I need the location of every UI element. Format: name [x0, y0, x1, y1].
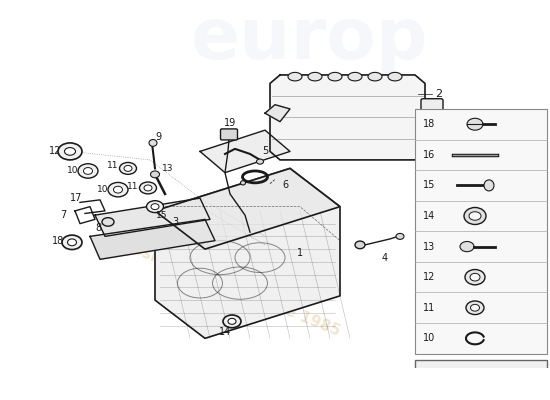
Text: 13: 13: [423, 242, 435, 252]
Text: 8: 8: [95, 223, 101, 233]
Ellipse shape: [84, 168, 92, 174]
Ellipse shape: [108, 182, 128, 197]
Ellipse shape: [119, 162, 136, 174]
Text: 10: 10: [423, 333, 435, 343]
Ellipse shape: [328, 72, 342, 81]
Text: 18: 18: [423, 119, 435, 129]
Text: 15: 15: [423, 180, 435, 190]
Text: 1: 1: [297, 248, 303, 258]
FancyBboxPatch shape: [421, 99, 443, 136]
Bar: [415, 109, 547, 354]
Text: 11: 11: [423, 303, 435, 313]
Ellipse shape: [355, 241, 365, 249]
Text: 19: 19: [224, 118, 236, 128]
Polygon shape: [155, 168, 340, 249]
Text: 14: 14: [219, 328, 231, 338]
Ellipse shape: [149, 140, 157, 146]
Ellipse shape: [464, 208, 486, 224]
Polygon shape: [155, 168, 340, 338]
Ellipse shape: [348, 72, 362, 81]
Text: 1985: 1985: [313, 108, 367, 127]
Ellipse shape: [64, 148, 75, 155]
Ellipse shape: [467, 118, 483, 130]
Text: 18: 18: [52, 236, 64, 246]
Text: 17: 17: [70, 193, 82, 203]
Ellipse shape: [466, 301, 484, 314]
Text: 4: 4: [382, 253, 388, 263]
Text: europ
es: europ es: [191, 5, 429, 154]
Ellipse shape: [68, 239, 76, 246]
Ellipse shape: [469, 212, 481, 220]
Ellipse shape: [240, 181, 245, 185]
Ellipse shape: [396, 234, 404, 239]
Bar: [435, 379, 461, 386]
Ellipse shape: [470, 273, 480, 281]
Ellipse shape: [460, 242, 474, 252]
Text: 9: 9: [155, 132, 161, 142]
Ellipse shape: [151, 171, 160, 178]
Polygon shape: [433, 371, 463, 384]
Polygon shape: [270, 75, 425, 160]
Bar: [415, 360, 547, 400]
Text: 11: 11: [127, 182, 139, 191]
Polygon shape: [95, 198, 210, 236]
Ellipse shape: [470, 304, 480, 311]
Ellipse shape: [308, 72, 322, 81]
Text: 12: 12: [49, 146, 61, 156]
Text: 10: 10: [97, 185, 109, 194]
Polygon shape: [200, 130, 290, 173]
Ellipse shape: [144, 185, 152, 191]
Text: 13: 13: [162, 164, 174, 173]
Text: 2: 2: [435, 90, 442, 100]
Ellipse shape: [102, 218, 114, 226]
Ellipse shape: [223, 315, 241, 328]
Text: 15: 15: [156, 211, 168, 220]
Ellipse shape: [113, 186, 123, 193]
Text: 10: 10: [67, 166, 79, 176]
Ellipse shape: [256, 159, 263, 164]
Text: 253 02: 253 02: [457, 390, 505, 400]
FancyBboxPatch shape: [221, 129, 238, 140]
Text: 12: 12: [423, 272, 435, 282]
Text: 7: 7: [60, 210, 66, 220]
Ellipse shape: [62, 235, 82, 250]
Text: a passion for parts since 1985: a passion for parts since 1985: [97, 228, 343, 338]
Polygon shape: [90, 219, 215, 259]
Ellipse shape: [288, 72, 302, 81]
Ellipse shape: [151, 204, 159, 210]
Ellipse shape: [146, 201, 163, 212]
Polygon shape: [265, 105, 290, 122]
Text: 14: 14: [423, 211, 435, 221]
Text: 5: 5: [262, 146, 268, 156]
Ellipse shape: [124, 166, 132, 171]
Ellipse shape: [78, 164, 98, 178]
Text: 11: 11: [107, 161, 119, 170]
Ellipse shape: [484, 180, 494, 191]
Text: 3: 3: [172, 217, 178, 227]
Ellipse shape: [58, 143, 82, 160]
Ellipse shape: [388, 72, 402, 81]
Ellipse shape: [368, 72, 382, 81]
Ellipse shape: [140, 182, 157, 194]
Bar: [415, 388, 547, 400]
Text: 6: 6: [282, 180, 288, 190]
Ellipse shape: [228, 318, 236, 324]
Ellipse shape: [465, 270, 485, 285]
Text: 16: 16: [423, 150, 435, 160]
